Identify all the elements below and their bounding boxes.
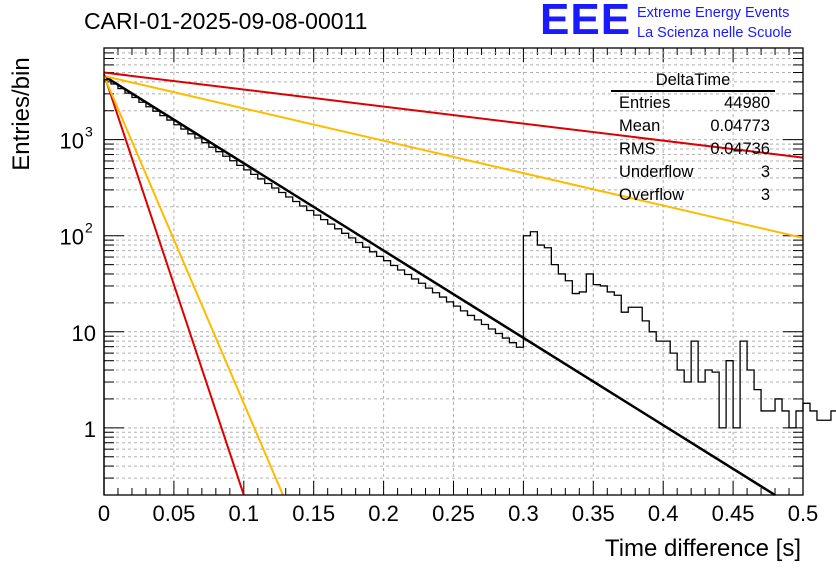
series-line-red_slow [103,71,804,159]
y-tick-exponent: 3 [85,124,93,140]
stats-value: 3 [760,163,770,181]
y-tick-exponent: 2 [85,220,93,236]
x-tick-label: 0.5 [788,501,819,526]
organization-text: Extreme Energy Events La Scienza nelle S… [637,3,792,43]
stats-value: 0.04736 [710,140,770,158]
series-line-yellow_slow [103,75,804,239]
stats-row: Mean 0.04773 [611,115,775,138]
y-tick-label: 1 [84,417,96,442]
y-tick-label: 10 [60,225,84,250]
series-line-red_fast [103,73,245,496]
y-tick-label: 10 [60,129,84,154]
x-tick-label: 0.25 [432,501,475,526]
plot-frame [103,47,804,496]
x-tick-label: 0.15 [292,501,335,526]
stats-value: 44980 [724,94,770,112]
x-tick-label: 0.2 [368,501,399,526]
stats-label: RMS [619,140,656,158]
series-line-yellow_fast [103,75,284,496]
x-tick-label: 0.05 [152,501,195,526]
organization-line-2: La Scienza nelle Scuole [637,25,792,41]
stats-row: Underflow 3 [611,161,775,184]
stats-row: Overflow 3 [611,184,775,207]
x-tick-label: 0.45 [712,501,755,526]
stats-row: RMS 0.04736 [611,138,775,161]
stats-label: Overflow [619,186,685,204]
x-tick-label: 0.4 [648,501,679,526]
stats-label: Mean [619,117,661,135]
stats-value: 0.04773 [710,117,770,135]
histogram-outline [103,79,836,495]
series-line-fit [103,74,776,497]
eee-logo: EEE [540,0,632,44]
x-tick-label: 0.35 [572,501,615,526]
x-tick-label: 0.1 [229,501,260,526]
stats-label: Entries [619,94,671,112]
organization-line-1: Extreme Energy Events [637,5,790,21]
x-tick-label: 0 [98,501,110,526]
stats-title: DeltaTime [611,70,775,92]
stats-label: Underflow [619,163,694,181]
stats-box: DeltaTime Entries 44980 Mean 0.04773 RMS 0.… [611,70,775,207]
x-axis-label: Time difference [s] [604,535,801,562]
y-tick-label: 10 [72,321,96,346]
y-axis-label: Entries/bin [8,57,35,171]
stats-value: 3 [760,186,770,204]
run-title: CARI-01-2025-09-08-00011 [84,8,368,34]
x-tick-label: 0.3 [508,501,539,526]
stats-row: Entries 44980 [611,92,775,115]
